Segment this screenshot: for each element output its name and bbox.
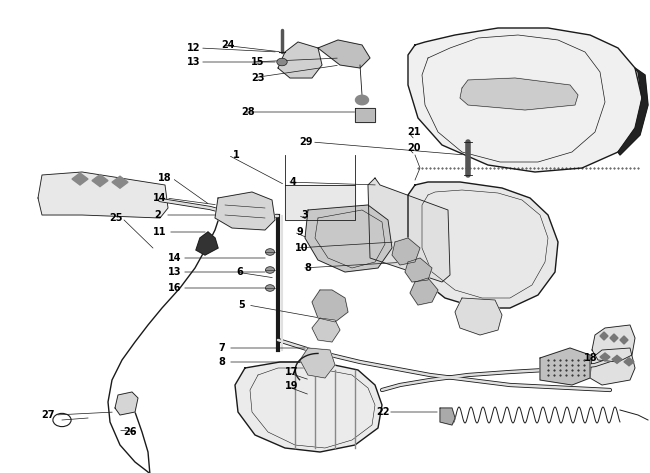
Text: 29: 29 xyxy=(299,137,313,147)
Polygon shape xyxy=(312,318,340,342)
Text: 7: 7 xyxy=(218,343,226,353)
Text: 17: 17 xyxy=(285,367,299,377)
Text: 24: 24 xyxy=(221,40,235,50)
Circle shape xyxy=(265,285,274,291)
Polygon shape xyxy=(72,173,88,185)
Polygon shape xyxy=(440,408,455,425)
Circle shape xyxy=(356,95,369,105)
Text: 14: 14 xyxy=(168,253,182,263)
Polygon shape xyxy=(196,232,218,255)
Polygon shape xyxy=(318,40,370,68)
Polygon shape xyxy=(305,205,392,272)
Text: 13: 13 xyxy=(168,267,182,277)
Polygon shape xyxy=(92,175,108,187)
Text: 6: 6 xyxy=(237,267,243,277)
Polygon shape xyxy=(355,108,375,122)
Polygon shape xyxy=(115,392,138,415)
Polygon shape xyxy=(392,238,420,265)
Text: 2: 2 xyxy=(155,210,161,220)
Polygon shape xyxy=(592,325,635,362)
Polygon shape xyxy=(285,185,355,220)
Text: 5: 5 xyxy=(239,300,245,310)
Text: 15: 15 xyxy=(252,57,265,67)
Text: 4: 4 xyxy=(290,177,296,187)
Text: 23: 23 xyxy=(252,73,265,83)
Circle shape xyxy=(265,249,274,255)
Text: 16: 16 xyxy=(168,283,182,293)
Polygon shape xyxy=(410,278,438,305)
Text: 14: 14 xyxy=(153,193,167,203)
Polygon shape xyxy=(235,362,382,452)
Polygon shape xyxy=(405,258,432,282)
Polygon shape xyxy=(620,336,628,344)
Text: 18: 18 xyxy=(584,353,598,363)
Polygon shape xyxy=(112,176,128,188)
Text: 11: 11 xyxy=(153,227,167,237)
Text: 20: 20 xyxy=(408,143,421,153)
Text: 8: 8 xyxy=(218,357,226,367)
Text: 18: 18 xyxy=(158,173,172,183)
Polygon shape xyxy=(408,182,558,308)
Text: 10: 10 xyxy=(295,243,309,253)
Text: 19: 19 xyxy=(285,381,299,391)
Text: 13: 13 xyxy=(187,57,201,67)
Text: 26: 26 xyxy=(124,427,136,437)
Polygon shape xyxy=(38,172,168,218)
Polygon shape xyxy=(455,298,502,335)
Polygon shape xyxy=(590,348,635,385)
Polygon shape xyxy=(460,78,578,110)
Polygon shape xyxy=(624,358,634,366)
Text: 3: 3 xyxy=(302,210,308,220)
Text: 21: 21 xyxy=(408,127,421,137)
Polygon shape xyxy=(215,192,275,230)
Polygon shape xyxy=(278,42,322,78)
Polygon shape xyxy=(618,68,648,155)
Text: 12: 12 xyxy=(187,43,201,53)
Polygon shape xyxy=(312,290,348,322)
Circle shape xyxy=(277,58,287,66)
Polygon shape xyxy=(368,178,450,282)
Polygon shape xyxy=(600,353,610,361)
Text: 28: 28 xyxy=(241,107,255,117)
Polygon shape xyxy=(408,28,642,172)
Polygon shape xyxy=(600,332,608,340)
Text: 9: 9 xyxy=(296,227,304,237)
Text: 1: 1 xyxy=(233,150,239,160)
Text: 27: 27 xyxy=(41,410,55,420)
Text: 8: 8 xyxy=(305,263,311,273)
Text: 25: 25 xyxy=(109,213,123,223)
Polygon shape xyxy=(300,348,335,378)
Polygon shape xyxy=(610,334,618,342)
Circle shape xyxy=(265,267,274,273)
Polygon shape xyxy=(540,348,590,385)
Polygon shape xyxy=(612,355,622,363)
Text: 22: 22 xyxy=(376,407,390,417)
